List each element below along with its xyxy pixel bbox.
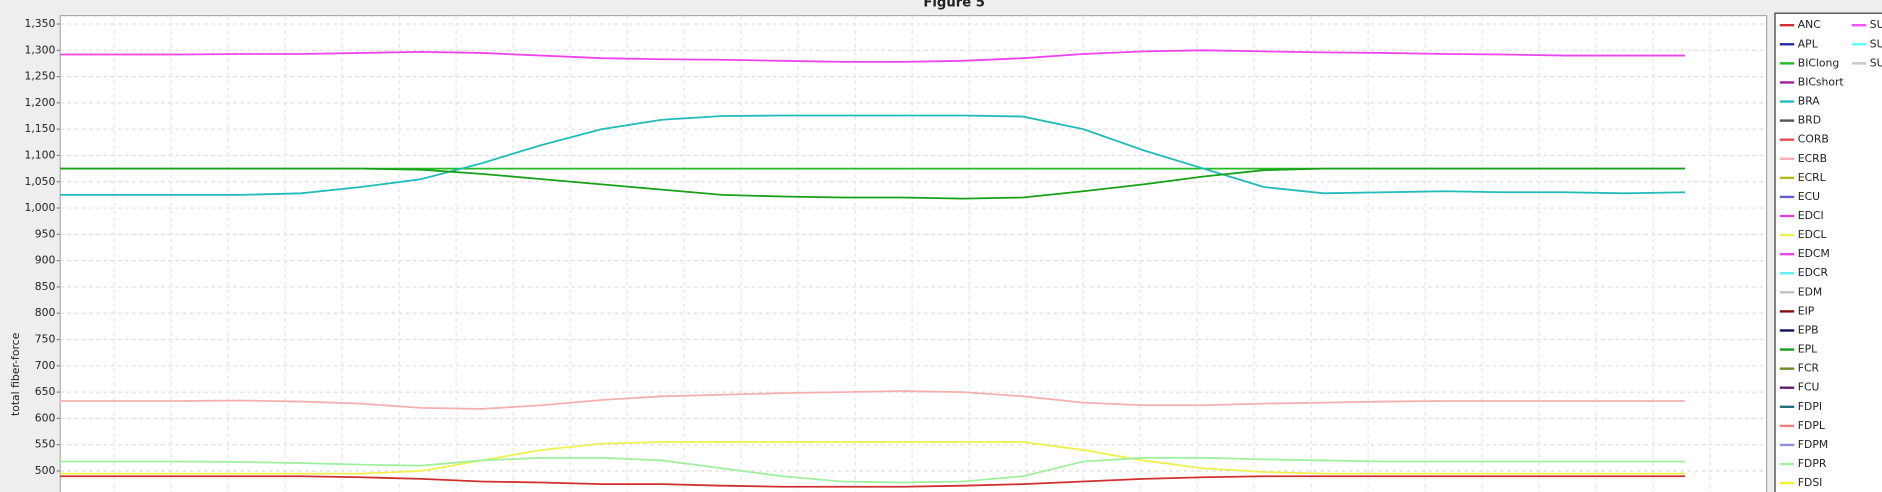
y-tick-label: 500 [35, 464, 56, 477]
series-line [60, 441, 1685, 475]
legend-label: FCR [1798, 362, 1820, 375]
legend-label: BRA [1798, 95, 1820, 108]
y-tick-label: 1,200 [24, 96, 55, 109]
y-tick-label: 1,150 [24, 122, 55, 135]
y-tick-label: 650 [35, 385, 56, 398]
legend-label: EDCM [1798, 247, 1830, 260]
legend-label: FCU [1798, 381, 1820, 394]
series-line [60, 475, 1685, 488]
y-tick-label: 1,250 [24, 70, 55, 83]
y-tick-label: 1,050 [24, 175, 55, 188]
legend-label: SU [1870, 37, 1882, 50]
y-tick-label: 1,100 [24, 148, 55, 161]
plot-area [59, 15, 1768, 492]
legend-label: BICshort [1798, 75, 1844, 88]
y-tick-label: 800 [35, 306, 56, 319]
series-line [60, 456, 1685, 484]
legend-label: BIClong [1798, 56, 1839, 69]
y-tick-label: 1,000 [24, 201, 55, 214]
series-line [60, 167, 1685, 200]
legend-label: EDM [1798, 285, 1822, 298]
legend-box [1774, 12, 1882, 492]
y-tick-label: 700 [35, 359, 56, 372]
legend-label: EPL [1798, 343, 1817, 356]
legend-label: CORB [1798, 133, 1829, 146]
y-tick-label: 600 [35, 411, 56, 424]
legend-label: FDPR [1798, 457, 1827, 470]
legend-label: SU [1870, 18, 1882, 31]
legend-label: FDPI [1798, 400, 1822, 413]
legend-label: EDCR [1798, 266, 1829, 279]
legend-label: SU [1870, 56, 1882, 69]
legend-label: FDPL [1798, 419, 1825, 432]
legend-label: ECRB [1798, 152, 1827, 165]
y-axis-label: total fiber-force [9, 332, 22, 416]
y-tick-label: 950 [35, 227, 56, 240]
legend-label: ANC [1798, 18, 1821, 31]
legend-label: EPB [1798, 323, 1819, 336]
legend-label: ECU [1798, 190, 1820, 203]
legend-label: EDCL [1798, 228, 1827, 241]
legend-label: APL [1798, 37, 1818, 50]
y-tick-label: 550 [35, 438, 56, 451]
legend-label: EDCI [1798, 209, 1824, 222]
y-tick-label: 1,350 [24, 17, 55, 30]
series-line [60, 114, 1686, 196]
legend-label: ECRL [1798, 171, 1826, 184]
legend-label: FDSI [1798, 476, 1823, 489]
series-line [60, 49, 1685, 63]
legend-label: BRD [1798, 114, 1821, 127]
legend-label: EIP [1798, 304, 1815, 317]
y-tick-label: 900 [35, 254, 56, 267]
y-tick-label: 750 [35, 333, 56, 346]
y-tick-label: 850 [35, 280, 56, 293]
series-line [60, 390, 1685, 410]
legend-label: FDPM [1798, 438, 1828, 451]
y-tick-label: 1,300 [24, 43, 55, 56]
chart-title: Figure 5 [923, 0, 985, 10]
